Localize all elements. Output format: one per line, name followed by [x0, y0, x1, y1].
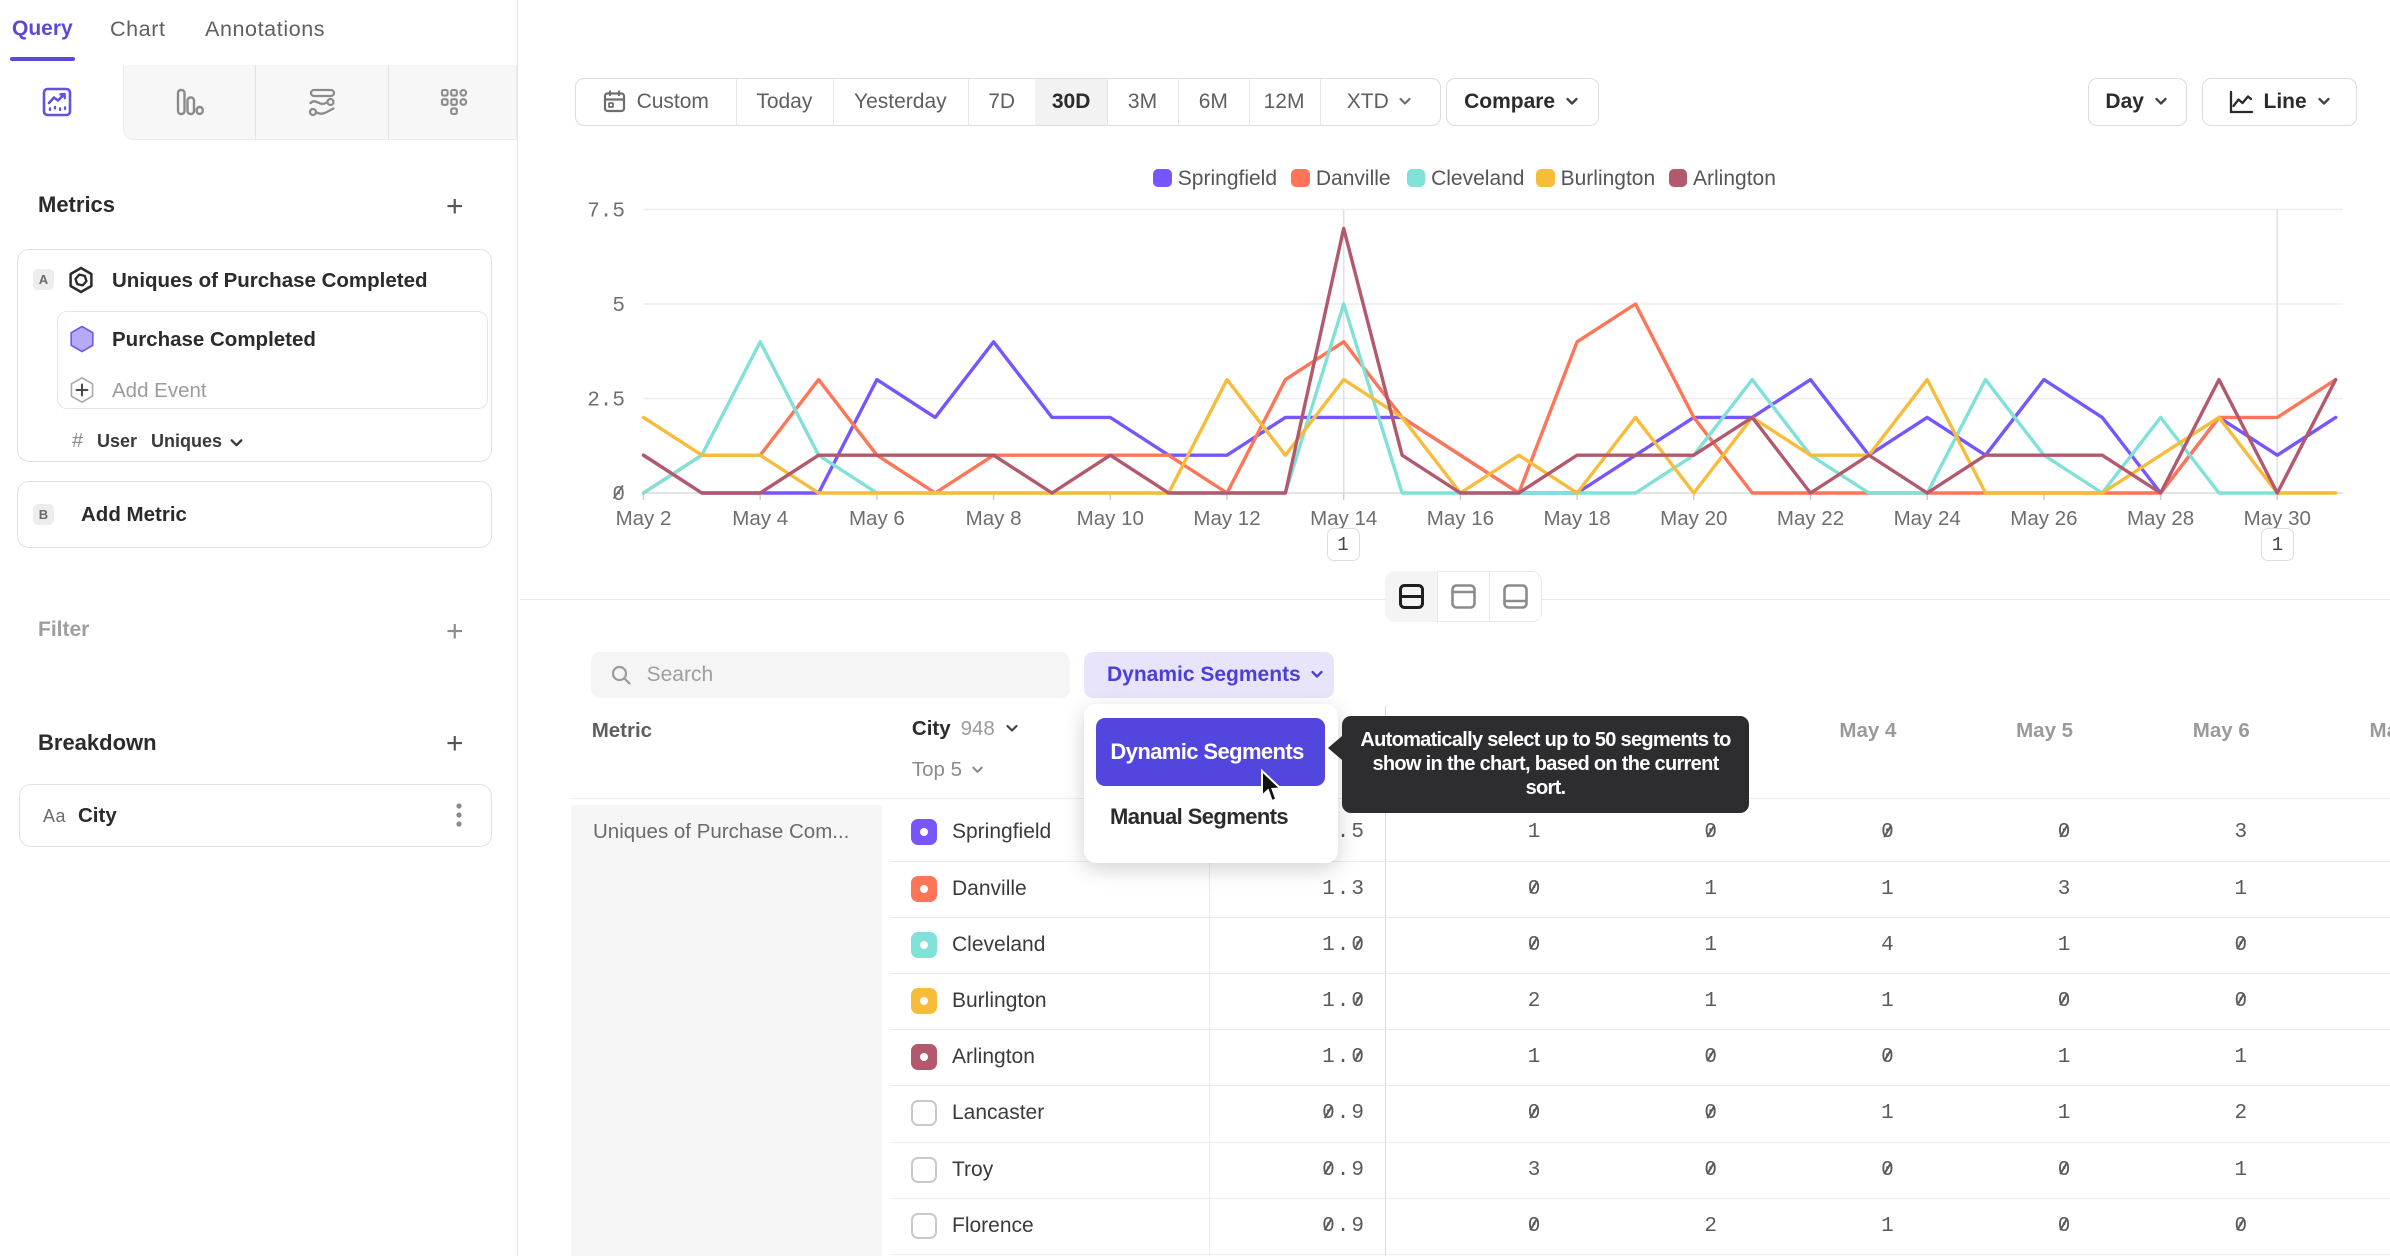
svg-text:May 2: May 2 [616, 507, 672, 530]
svg-text:May 10: May 10 [1077, 507, 1144, 530]
svg-text:0: 0 [612, 484, 625, 507]
svg-text:May 6: May 6 [849, 507, 905, 530]
svg-text:May 8: May 8 [966, 507, 1022, 530]
svg-text:May 28: May 28 [2127, 507, 2194, 530]
svg-text:May 20: May 20 [1660, 507, 1727, 530]
svg-text:May 26: May 26 [2010, 507, 2077, 530]
svg-text:May 24: May 24 [1894, 507, 1961, 530]
svg-text:May 4: May 4 [732, 507, 788, 530]
svg-text:7.5: 7.5 [587, 201, 625, 224]
svg-text:2.5: 2.5 [587, 390, 625, 413]
svg-text:May 22: May 22 [1777, 507, 1844, 530]
svg-text:May 16: May 16 [1427, 507, 1494, 530]
svg-text:May 30: May 30 [2244, 507, 2311, 530]
svg-text:May 12: May 12 [1193, 507, 1260, 530]
svg-text:May 14: May 14 [1310, 507, 1377, 530]
svg-text:May 18: May 18 [1543, 507, 1610, 530]
svg-text:5: 5 [612, 295, 625, 318]
